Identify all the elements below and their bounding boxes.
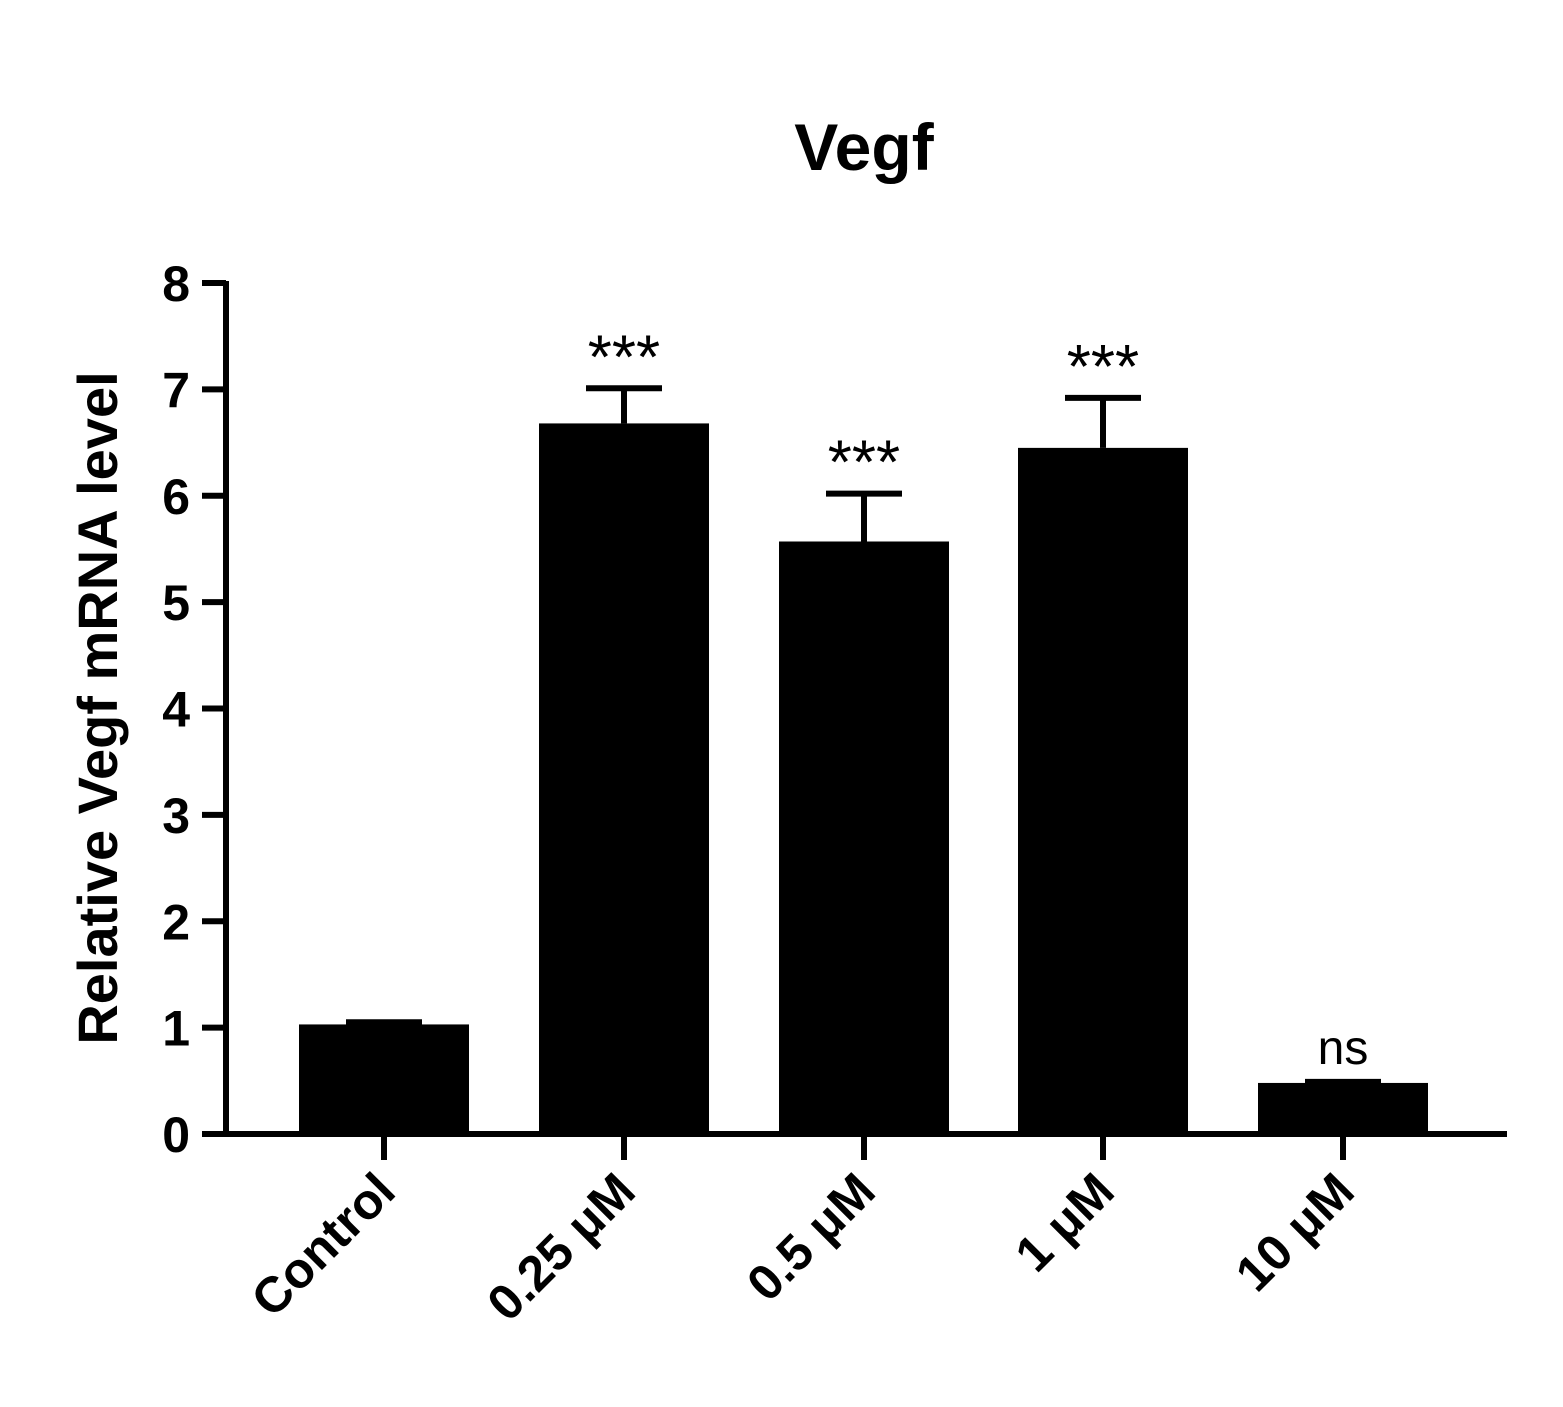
annotations-layer: *** *** *** ns (588, 323, 1369, 1075)
bar (1258, 1082, 1428, 1134)
y-tick-label: 8 (162, 256, 190, 312)
x-tick-label: 10 μM (1225, 1162, 1365, 1302)
x-tick-label: 0.25 μM (476, 1162, 645, 1331)
x-tick-label: 1 μM (1005, 1162, 1125, 1282)
x-tick-label: 0.5 μM (736, 1162, 886, 1312)
bars-layer (299, 423, 1428, 1135)
y-tick-label: 2 (162, 894, 190, 950)
y-tick-label: 7 (162, 362, 190, 418)
error-bars-layer (346, 385, 1381, 1085)
y-tick-label: 0 (162, 1107, 190, 1163)
y-axis-label: Relative Vegf mRNA level (66, 371, 129, 1044)
y-tick-label: 3 (162, 788, 190, 844)
significance-label: ns (1318, 1022, 1369, 1075)
bar (299, 1024, 469, 1134)
y-tick-label: 1 (162, 1001, 190, 1057)
chart-title: Vegf (794, 110, 934, 184)
significance-label: *** (1067, 333, 1139, 402)
bar (1018, 447, 1188, 1135)
bar (539, 423, 709, 1134)
y-tick-label: 6 (162, 469, 190, 525)
y-ticks-layer: 0 1 2 3 4 5 6 7 8 (162, 256, 226, 1163)
significance-label: *** (828, 429, 900, 498)
significance-label: *** (588, 323, 660, 392)
y-tick-label: 5 (162, 575, 190, 631)
x-tick-label: Control (241, 1162, 406, 1327)
bar (779, 541, 949, 1134)
x-ticks-layer: Control 0.25 μM 0.5 μM 1 μM 10 μM (241, 1134, 1365, 1331)
y-tick-label: 4 (162, 682, 190, 738)
